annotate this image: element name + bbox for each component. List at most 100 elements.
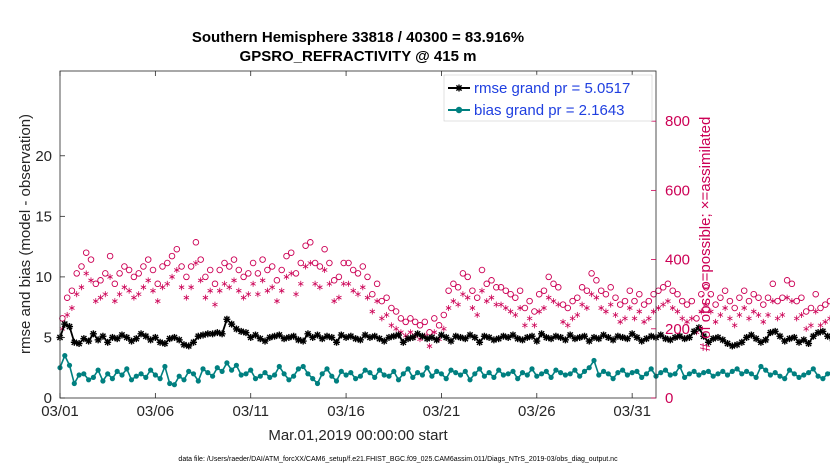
assimilated-point (479, 287, 485, 294)
possible-point (779, 294, 786, 301)
rmse-point (185, 342, 193, 350)
possible-point (769, 280, 777, 288)
assimilated-point (169, 273, 175, 280)
possible-point (116, 270, 123, 277)
bias-point (333, 378, 340, 384)
bias-point (186, 368, 192, 374)
bias-point (677, 363, 683, 370)
assimilated-point (73, 291, 80, 298)
possible-point (788, 280, 796, 288)
bias-point (477, 366, 483, 372)
bias-point (443, 376, 449, 382)
possible-point (349, 266, 357, 274)
assimilated-point (379, 315, 385, 322)
y-right-tick-label: 800 (665, 113, 690, 130)
rmse-point (280, 335, 288, 343)
bias-point (806, 370, 812, 376)
assimilated-point (126, 287, 132, 294)
rmse-point (800, 336, 808, 344)
chart-title-line1: Southern Hemisphere 33818 / 40300 = 83.9… (192, 29, 524, 46)
bias-point (105, 371, 111, 377)
assimilated-point (355, 291, 361, 298)
rmse-point (290, 332, 298, 340)
bias-point (229, 367, 235, 373)
possible-point (254, 270, 262, 277)
possible-point (807, 304, 815, 312)
possible-point (740, 287, 748, 294)
possible-point (183, 273, 190, 281)
assimilated-point (212, 301, 218, 308)
assimilated-point (722, 305, 728, 312)
x-axis-ticks: 03/01 03/06 03/11 03/16 03/21 03/26 03/31 (41, 71, 651, 420)
possible-point (121, 263, 128, 270)
assimilated-point (626, 305, 633, 312)
y-right-tick-label: 400 (665, 252, 690, 269)
rmse-point (242, 329, 250, 337)
assimilated-point (512, 311, 519, 318)
bias-point (763, 367, 769, 373)
rmse-point (766, 329, 774, 337)
assimilated-point (97, 294, 104, 301)
assimilated-point (183, 294, 190, 301)
bias-point (338, 368, 344, 374)
assimilated-point (522, 322, 528, 329)
rmse-point (304, 330, 312, 338)
possible-point (111, 280, 119, 288)
bias-point (343, 372, 349, 378)
bias-point (348, 370, 354, 376)
assimilated-point (64, 311, 70, 318)
bias-point (395, 377, 402, 383)
possible-point (507, 290, 514, 298)
possible-point (340, 259, 347, 267)
rmse-point (342, 333, 350, 341)
bias-point (753, 374, 759, 380)
assimilated-point (731, 322, 738, 329)
possible-point (87, 256, 95, 263)
rmse-point (161, 340, 169, 347)
legend-rmse-label: rmse grand pr = 5.0517 (474, 80, 630, 97)
possible-point (664, 280, 672, 288)
rmse-point (542, 333, 550, 341)
possible-point (335, 273, 343, 281)
rmse-point (175, 336, 183, 344)
assimilated-point (750, 308, 757, 315)
bias-point (791, 371, 797, 377)
rmse-point (156, 338, 164, 346)
assimilated-point (507, 308, 514, 315)
bias-point (815, 373, 821, 379)
rmse-point (523, 333, 531, 341)
possible-point (354, 270, 362, 277)
rmse-point (228, 320, 236, 328)
bias-point (286, 377, 292, 383)
rmse-point (199, 331, 207, 339)
assimilated-point (555, 301, 562, 308)
possible-point (302, 242, 309, 249)
assimilated-point (784, 294, 790, 301)
bias-point (438, 371, 444, 377)
assimilated-point (178, 284, 185, 291)
bias-point (81, 371, 87, 377)
rmse-point (261, 337, 269, 345)
possible-point (407, 315, 414, 322)
possible-point (440, 311, 448, 319)
rmse-point (633, 333, 641, 341)
assimilated-point (274, 298, 280, 305)
assimilated-point (288, 270, 295, 277)
possible-point (168, 252, 176, 260)
x-tick-label: 03/26 (518, 403, 556, 420)
possible-point (206, 266, 214, 274)
rmse-point (108, 333, 116, 341)
possible-point (612, 294, 619, 301)
assimilated-point (717, 311, 724, 318)
bias-point (562, 372, 569, 378)
possible-point (211, 280, 219, 288)
assimilated-point (259, 277, 266, 284)
possible-point (636, 290, 643, 298)
bias-point (534, 373, 540, 379)
assimilated-point (102, 291, 109, 298)
assimilated-point (69, 305, 75, 312)
assimilated-point (112, 298, 118, 305)
bias-point (715, 371, 721, 377)
rmse-point (695, 324, 703, 332)
possible-point (669, 287, 676, 294)
